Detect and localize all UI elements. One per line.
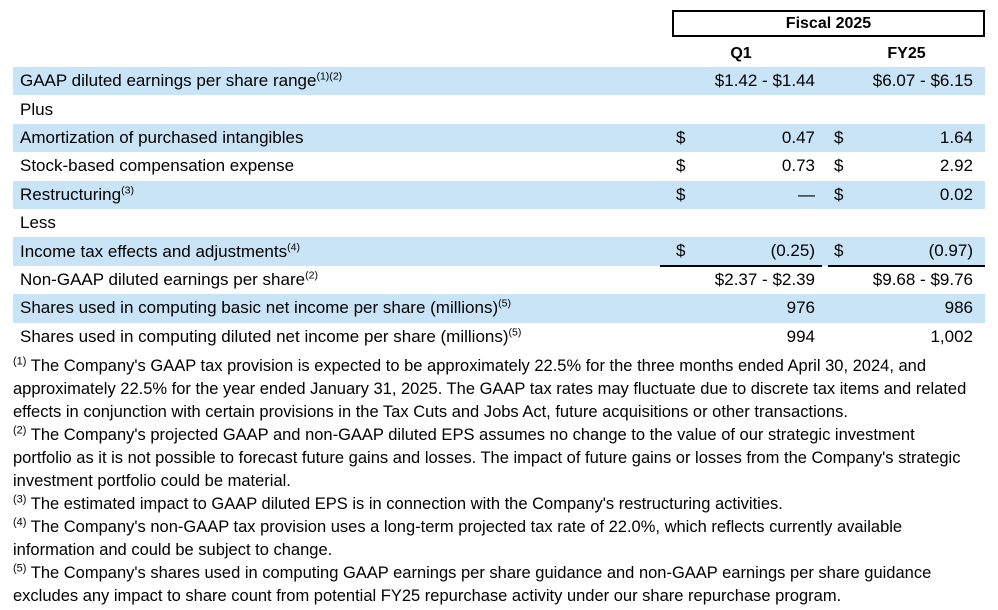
q1-value: 994 <box>786 326 815 346</box>
footnote: (5) The Company's shares used in computi… <box>13 562 971 608</box>
footnote-text: The estimated impact to GAAP diluted EPS… <box>26 494 783 513</box>
row-label: Shares used in computing diluted net inc… <box>20 326 522 346</box>
q1-value <box>660 209 822 237</box>
row-label: Less <box>20 213 56 233</box>
footnote-reference: (1)(2) <box>316 70 343 83</box>
footnote-reference: (5) <box>508 326 522 339</box>
row-label: Plus <box>20 99 54 119</box>
table-row: Less <box>13 209 985 237</box>
footnote-reference: (3) <box>121 184 134 197</box>
footnote: (3) The estimated impact to GAAP diluted… <box>13 493 971 516</box>
fy25-value: $6.07 - $6.15 <box>872 71 973 91</box>
fy25-value: 2.92 <box>939 156 973 176</box>
footnote-marker: (2) <box>13 424 27 437</box>
footnote-text: The Company's shares used in computing G… <box>13 563 932 605</box>
column-header-row: Q1 FY25 <box>13 41 985 67</box>
footnote-text: The Company's GAAP tax provision is expe… <box>13 356 967 421</box>
table-row: Restructuring(3) $ — $0.02 <box>13 180 985 209</box>
row-label: Restructuring(3) <box>20 184 134 204</box>
fiscal-year-header-cell: Fiscal 2025 <box>660 10 985 41</box>
q1-dollar-sign: $ <box>676 156 686 176</box>
fy25-dollar-sign: $ <box>828 237 864 267</box>
empty-corner-cell <box>13 41 660 67</box>
footnote-marker: (1) <box>13 355 27 368</box>
column-header-fy25: FY25 <box>887 45 926 62</box>
footnote-marker: (4) <box>13 516 27 529</box>
fy25-value: 986 <box>944 298 973 318</box>
row-label: GAAP diluted earnings per share range(1)… <box>20 70 343 91</box>
footnote-text: The Company's projected GAAP and non-GAA… <box>13 425 961 490</box>
fy25-value <box>828 209 985 237</box>
table-row: Shares used in computing basic net incom… <box>13 294 985 323</box>
q1-value: $2.37 - $2.39 <box>714 270 815 290</box>
q1-value: $1.42 - $1.44 <box>714 71 815 91</box>
table-row: Shares used in computing diluted net inc… <box>13 323 985 351</box>
q1-dollar-sign: $ <box>676 184 686 204</box>
q1-value: 0.47 <box>781 127 815 147</box>
fy25-value: 1,002 <box>930 326 973 346</box>
gaap-to-non-gaap-reconciliation-table: Fiscal 2025 Q1 FY25 GAAP diluted earning… <box>13 10 985 351</box>
fy25-value: (0.97) <box>864 237 985 267</box>
fy25-value <box>828 95 985 123</box>
footnote-reference: (2) <box>305 269 318 282</box>
table-row: Non-GAAP diluted earnings per share(2) $2… <box>13 266 985 294</box>
footnotes-section: (1) The Company's GAAP tax provision is … <box>13 355 971 608</box>
table-row: Stock-based compensation expense $0.73 $2.… <box>13 152 985 180</box>
footnote: (2) The Company's projected GAAP and non… <box>13 424 971 493</box>
q1-value: — <box>798 184 815 204</box>
footnote-reference: (5) <box>498 297 511 310</box>
footnote-reference: (4) <box>287 240 300 253</box>
row-label: Non-GAAP diluted earnings per share(2) <box>20 269 318 289</box>
footnote: (4) The Company's non-GAAP tax provision… <box>13 516 971 562</box>
fy25-value: 1.64 <box>939 127 973 147</box>
row-label: Income tax effects and adjustments(4) <box>20 240 300 261</box>
fy25-dollar-sign: $ <box>834 184 844 204</box>
footnote-marker: (3) <box>13 493 27 506</box>
q1-dollar-sign: $ <box>660 237 700 267</box>
row-label: Amortization of purchased intangibles <box>20 127 304 147</box>
fy25-value: $9.68 - $9.76 <box>872 270 973 290</box>
fiscal-year-header: Fiscal 2025 <box>672 10 985 37</box>
fy25-value: 0.02 <box>939 184 973 204</box>
fy25-dollar-sign: $ <box>834 127 844 147</box>
table-row: Plus <box>13 95 985 123</box>
table-row: Amortization of purchased intangibles $0.… <box>13 123 985 153</box>
column-header-q1: Q1 <box>730 45 752 62</box>
footnote-text: The Company's non-GAAP tax provision use… <box>13 517 903 559</box>
row-label: Stock-based compensation expense <box>20 156 295 176</box>
q1-dollar-sign: $ <box>676 127 686 147</box>
fy25-dollar-sign: $ <box>834 156 844 176</box>
period-header-row: Fiscal 2025 <box>13 10 985 41</box>
footnote-marker: (5) <box>13 562 27 575</box>
table-row: Income tax effects and adjustments(4) $ (0… <box>13 237 985 267</box>
q1-value: (0.25) <box>700 237 822 267</box>
empty-corner-cell <box>13 10 660 41</box>
footnote: (1) The Company's GAAP tax provision is … <box>13 355 971 424</box>
q1-value <box>660 95 822 123</box>
q1-value: 976 <box>786 298 815 318</box>
row-label: Shares used in computing basic net incom… <box>20 297 511 318</box>
table-row: GAAP diluted earnings per share range(1)… <box>13 67 985 96</box>
q1-value: 0.73 <box>781 156 815 176</box>
